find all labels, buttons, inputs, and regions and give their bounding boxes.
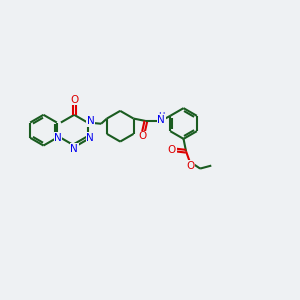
Text: N: N	[87, 116, 94, 126]
Text: O: O	[70, 95, 78, 105]
Text: N: N	[54, 133, 62, 143]
Text: N: N	[70, 143, 78, 154]
Text: O: O	[168, 145, 176, 154]
Text: O: O	[187, 161, 195, 171]
Text: O: O	[138, 131, 146, 141]
Text: H: H	[158, 112, 164, 121]
Text: N: N	[86, 133, 94, 143]
Text: N: N	[158, 115, 165, 125]
